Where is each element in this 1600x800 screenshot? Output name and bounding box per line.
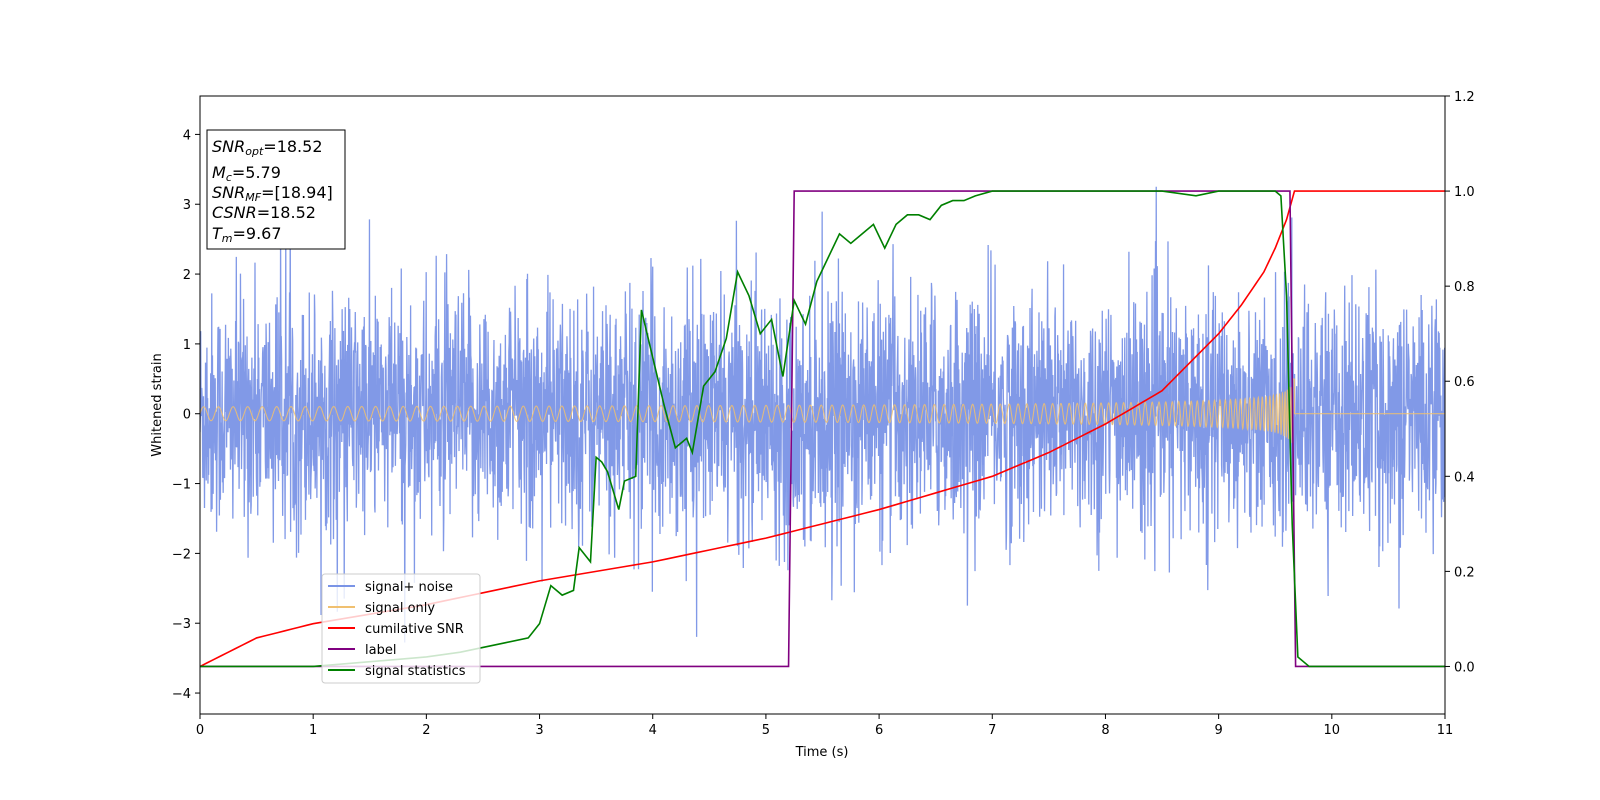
legend: signal+ noise signal only cumilative SNR la… [321,573,481,684]
info-box-line: SNRMF=[18.94] [212,183,333,204]
x-tick-label: 10 [1324,723,1341,738]
series-signal-statistics [200,190,1445,668]
y-tick-label: −3 [172,617,191,632]
y-tick-label: −2 [172,547,191,562]
x-axis-label: Time (s) [795,745,849,760]
x-tick-label: 1 [309,723,317,738]
info-box-frame [206,129,346,250]
info-box-line: CSNR=18.52 [212,203,316,222]
info-box-line: SNRopt=18.52 [212,137,323,158]
y-tick-label: −1 [172,478,191,493]
y-tick-label: 1 [183,338,191,353]
legend-label: signal+ noise [365,580,453,595]
info-box-line: Tm=9.67 [212,224,282,245]
legend-label: signal statistics [365,664,466,679]
legend-label: signal only [365,601,435,616]
x-tick-label: 5 [762,723,770,738]
x-tick-label: 4 [649,723,657,738]
y2-tick-label: 1.0 [1454,185,1475,200]
x-axis-ticks: 0 1 2 3 4 5 6 7 8 9 10 11 [196,714,1453,738]
y2-tick-label: 0.2 [1454,565,1475,580]
x-tick-label: 6 [875,723,883,738]
plot-frame [199,95,1446,715]
x-tick-label: 3 [535,723,543,738]
y-tick-label: 2 [183,268,191,283]
y-tick-label: 0 [183,408,191,423]
info-box-line: Mc=5.79 [212,163,281,184]
y-tick-label: 3 [183,198,191,213]
x-tick-label: 0 [196,723,204,738]
x-tick-label: 8 [1101,723,1109,738]
legend-label: label [365,643,396,658]
y2-axis-ticks: 0.0 0.2 0.4 0.6 0.8 1.0 1.2 [1445,90,1475,675]
y2-tick-label: 0.8 [1454,280,1475,295]
x-tick-label: 9 [1214,723,1222,738]
y-axis-label: Whitened strain [150,353,165,456]
y2-tick-label: 0.6 [1454,375,1475,390]
x-tick-label: 7 [988,723,996,738]
legend-frame [321,573,481,684]
y2-tick-label: 0.4 [1454,470,1475,485]
series-signal-only [200,378,1445,443]
y2-tick-label: 0.0 [1454,660,1475,675]
y-axis-ticks: −4 −3 −2 −1 0 1 2 3 4 [172,128,200,702]
legend-label: cumilative SNR [365,622,464,637]
x-tick-label: 11 [1437,723,1454,738]
y2-tick-label: 1.2 [1454,90,1475,105]
info-box: SNRopt=18.52 Mc=5.79SNRMF=[18.94]CSNR=18.… [206,129,346,250]
x-tick-label: 2 [422,723,430,738]
y-tick-label: −4 [172,687,191,702]
y-tick-label: 4 [183,128,191,143]
